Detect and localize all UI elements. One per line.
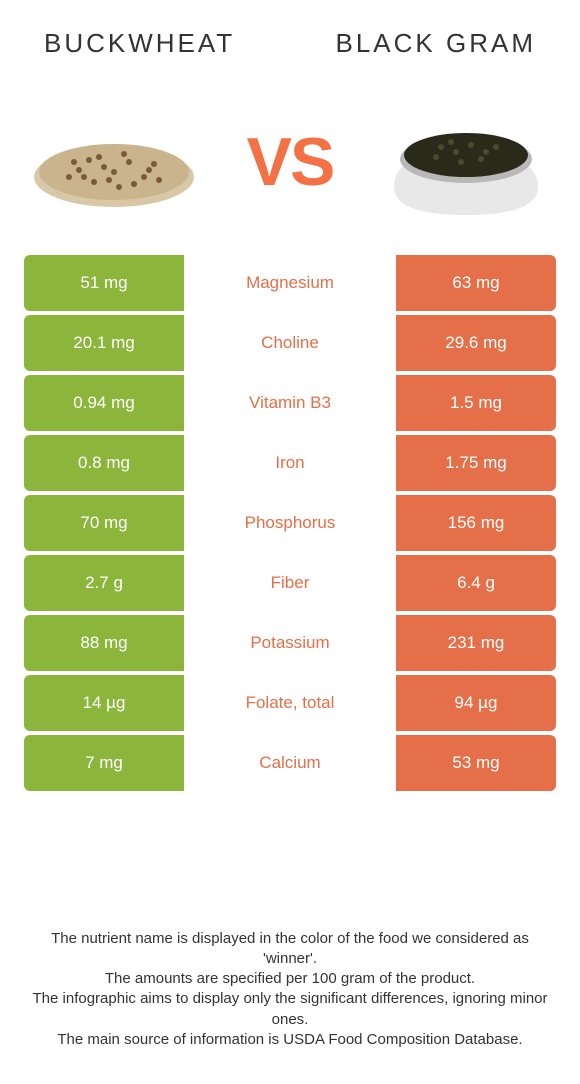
right-value: 231 mg bbox=[396, 615, 556, 671]
nutrient-name: Magnesium bbox=[184, 255, 396, 311]
left-food-title: Buckwheat bbox=[44, 28, 235, 59]
right-value: 53 mg bbox=[396, 735, 556, 791]
nutrient-name: Vitamin B3 bbox=[184, 375, 396, 431]
right-value: 156 mg bbox=[396, 495, 556, 551]
left-value: 70 mg bbox=[24, 495, 184, 551]
left-value: 88 mg bbox=[24, 615, 184, 671]
nutrient-name: Iron bbox=[184, 435, 396, 491]
nutrient-name: Potassium bbox=[184, 615, 396, 671]
left-value: 51 mg bbox=[24, 255, 184, 311]
hero-row: VS bbox=[0, 59, 580, 255]
nutrient-table: 51 mgMagnesium63 mg20.1 mgCholine29.6 mg… bbox=[0, 255, 580, 791]
left-value: 0.8 mg bbox=[24, 435, 184, 491]
nutrient-row: 70 mgPhosphorus156 mg bbox=[24, 495, 556, 551]
nutrient-row: 88 mgPotassium231 mg bbox=[24, 615, 556, 671]
nutrient-row: 2.7 gFiber6.4 g bbox=[24, 555, 556, 611]
nutrient-row: 20.1 mgCholine29.6 mg bbox=[24, 315, 556, 371]
nutrient-row: 14 µgFolate, total94 µg bbox=[24, 675, 556, 731]
right-food-title: Black gram bbox=[336, 28, 537, 59]
nutrient-name: Calcium bbox=[184, 735, 396, 791]
footer-line: The main source of information is USDA F… bbox=[24, 1030, 556, 1050]
nutrient-name: Fiber bbox=[184, 555, 396, 611]
footer-line: The amounts are specified per 100 gram o… bbox=[24, 969, 556, 989]
right-value: 1.5 mg bbox=[396, 375, 556, 431]
left-value: 14 µg bbox=[24, 675, 184, 731]
right-value: 6.4 g bbox=[396, 555, 556, 611]
footer-line: The nutrient name is displayed in the co… bbox=[24, 929, 556, 970]
left-value: 0.94 mg bbox=[24, 375, 184, 431]
nutrient-row: 0.8 mgIron1.75 mg bbox=[24, 435, 556, 491]
left-value: 7 mg bbox=[24, 735, 184, 791]
right-value: 29.6 mg bbox=[396, 315, 556, 371]
left-value: 20.1 mg bbox=[24, 315, 184, 371]
black-gram-image bbox=[376, 97, 556, 227]
buckwheat-image bbox=[24, 97, 204, 227]
nutrient-name: Phosphorus bbox=[184, 495, 396, 551]
titles-row: Buckwheat Black gram bbox=[0, 0, 580, 59]
nutrient-name: Choline bbox=[184, 315, 396, 371]
vs-label: VS bbox=[247, 123, 334, 201]
nutrient-row: 0.94 mgVitamin B31.5 mg bbox=[24, 375, 556, 431]
footer-notes: The nutrient name is displayed in the co… bbox=[24, 929, 556, 1051]
nutrient-name: Folate, total bbox=[184, 675, 396, 731]
right-value: 63 mg bbox=[396, 255, 556, 311]
right-value: 94 µg bbox=[396, 675, 556, 731]
nutrient-row: 51 mgMagnesium63 mg bbox=[24, 255, 556, 311]
footer-line: The infographic aims to display only the… bbox=[24, 989, 556, 1030]
left-value: 2.7 g bbox=[24, 555, 184, 611]
right-value: 1.75 mg bbox=[396, 435, 556, 491]
nutrient-row: 7 mgCalcium53 mg bbox=[24, 735, 556, 791]
